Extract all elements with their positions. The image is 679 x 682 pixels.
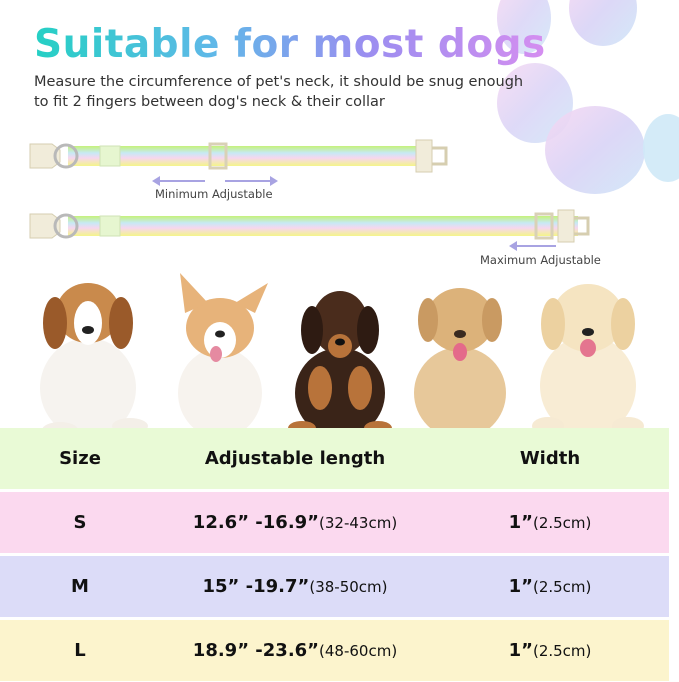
measure-description: Measure the circumference of pet's neck,… (34, 74, 524, 110)
width-cell: 1” (2.5cm) (508, 640, 592, 661)
corgi-image (178, 273, 268, 438)
table-row: S 12.6” -16.9” (32-43cm) 1” (2.5cm) (0, 492, 669, 553)
minimum-adjustable-label: Minimum Adjustable (155, 187, 273, 201)
length-cell: 15” -19.7” (38-50cm) (202, 576, 388, 597)
length-cell: 12.6” -16.9” (32-43cm) (192, 512, 398, 533)
length-column-header: Adjustable length (204, 448, 386, 469)
arrow-icon (509, 241, 556, 251)
collar-maximum-graphic (29, 209, 590, 243)
dogs-illustration (40, 273, 644, 438)
table-row: M 15” -19.7” (38-50cm) 1” (2.5cm) (0, 556, 669, 617)
width-cell: 1” (2.5cm) (508, 512, 592, 533)
golden-retriever-image (532, 284, 644, 436)
size-cell: S (73, 512, 87, 533)
length-cell: 18.9” -23.6” (48-60cm) (192, 640, 398, 661)
table-header-row: Size Adjustable length Width (0, 428, 669, 489)
page-title: Suitable for most dogs (34, 22, 546, 67)
width-cell: 1” (2.5cm) (508, 576, 592, 597)
width-column-header: Width (519, 448, 581, 469)
arrow-icon (152, 176, 278, 186)
maximum-adjustable-label: Maximum Adjustable (480, 253, 601, 267)
paw-print-graphic (497, 0, 679, 194)
size-cell: L (74, 640, 86, 661)
table-row: L 18.9” -23.6” (48-60cm) 1” (2.5cm) (0, 620, 669, 681)
size-cell: M (71, 576, 89, 597)
labrador-image (414, 288, 506, 438)
dachshund-image (288, 291, 392, 438)
size-column-header: Size (59, 448, 101, 469)
beagle-image (40, 283, 148, 438)
collar-minimum-graphic (29, 139, 448, 173)
